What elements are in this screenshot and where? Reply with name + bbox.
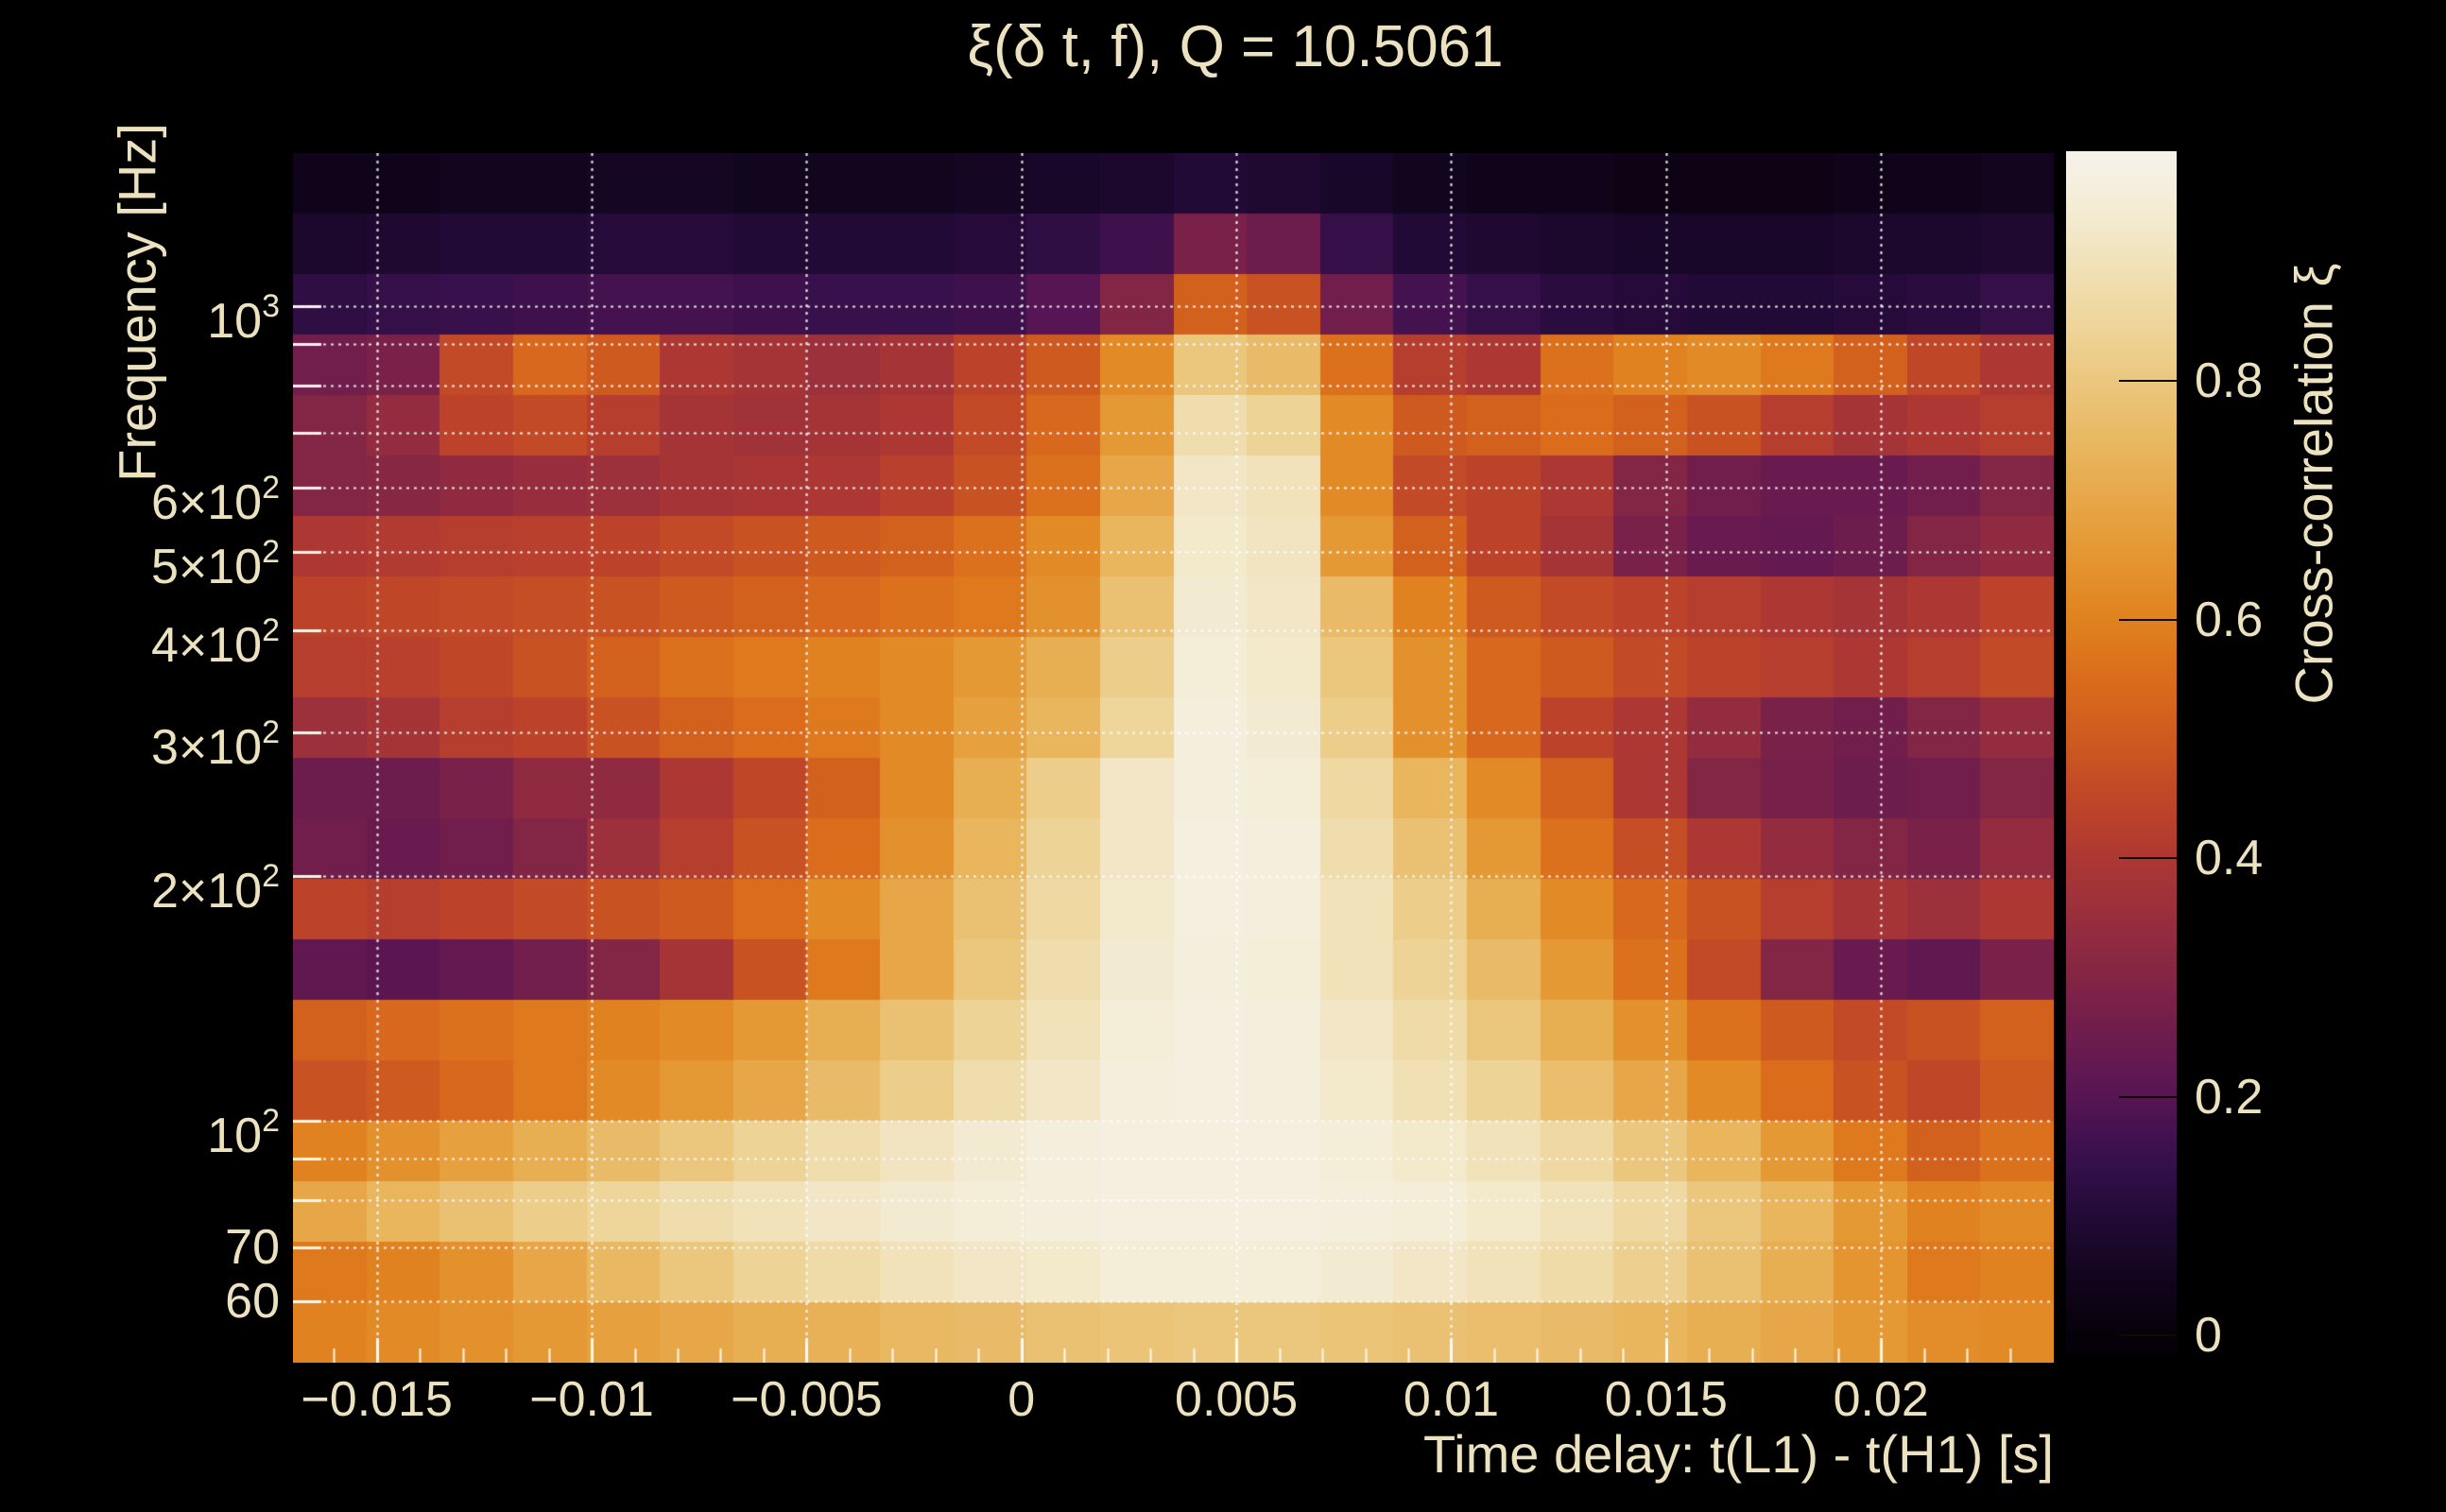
- colorbar-tick-label: 0.2: [2195, 1069, 2264, 1125]
- y-tick-label: 6×102: [150, 469, 280, 530]
- colorbar-tick-label: 0.4: [2195, 831, 2264, 885]
- x-tick-label: 0.01: [1403, 1372, 1500, 1427]
- y-tick-label: 4×102: [150, 612, 280, 674]
- x-axis-label: Time delay: t(L1) - t(H1) [s]: [1423, 1424, 2054, 1484]
- x-tick-label: 0.005: [1175, 1372, 1299, 1427]
- x-tick-label: −0.005: [731, 1372, 883, 1427]
- y-tick-label: 60: [225, 1274, 280, 1330]
- colorbar-label: Cross-correlation ξ: [2283, 263, 2344, 705]
- colorbar-tick-label: 0.6: [2195, 592, 2264, 647]
- y-tick-label: 70: [225, 1219, 280, 1275]
- colorbar-tick-mark: [2119, 857, 2177, 859]
- colorbar-tick-label: 0.8: [2195, 353, 2264, 408]
- chart-title: ξ(δ t, f), Q = 10.5061: [967, 14, 1504, 79]
- x-tick-label: 0.015: [1604, 1372, 1728, 1427]
- x-tick-label: −0.015: [301, 1372, 453, 1427]
- y-tick-label: 103: [207, 288, 280, 350]
- y-tick-label: 2×102: [150, 857, 280, 919]
- heatmap-canvas: [293, 153, 2054, 1363]
- y-tick-label: 5×102: [150, 533, 280, 594]
- colorbar-tick-mark: [2119, 1334, 2177, 1336]
- colorbar-tick-mark: [2119, 618, 2177, 621]
- colorbar-tick-mark: [2119, 1095, 2177, 1098]
- x-tick-label: −0.01: [529, 1372, 654, 1427]
- colorbar-tick-mark: [2119, 380, 2177, 382]
- y-axis-label: Frequency [Hz]: [107, 123, 167, 482]
- y-tick-label: 102: [207, 1103, 280, 1164]
- y-tick-label: 3×102: [150, 714, 280, 776]
- x-tick-label: 0: [1008, 1372, 1036, 1427]
- colorbar-canvas: [2066, 151, 2177, 1354]
- x-tick-label: 0.02: [1833, 1372, 1929, 1427]
- colorbar-tick-label: 0: [2195, 1308, 2222, 1363]
